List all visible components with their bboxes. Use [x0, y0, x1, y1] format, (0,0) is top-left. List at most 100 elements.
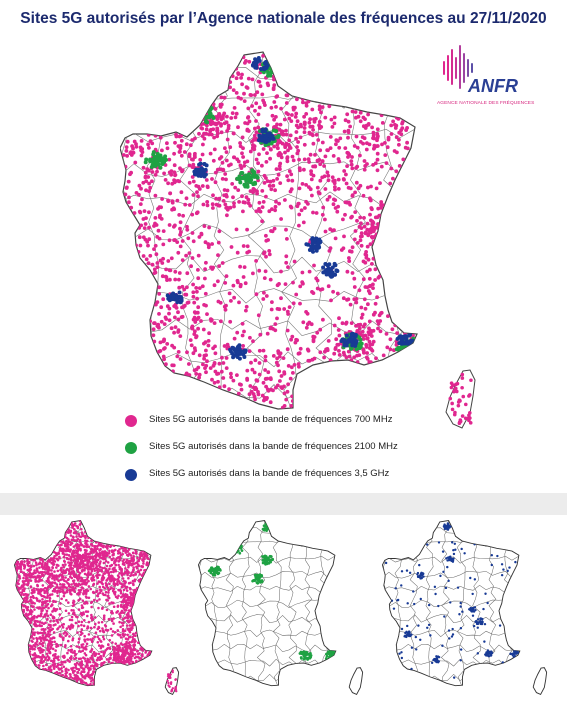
site-dot: [275, 142, 280, 147]
site-dot: [47, 606, 50, 610]
site-dot: [143, 237, 148, 242]
site-dot: [87, 585, 91, 588]
site-dot: [105, 598, 108, 602]
site-dot: [354, 180, 359, 185]
site-dot: [368, 212, 372, 217]
site-dot: [248, 335, 252, 340]
site-dot: [346, 135, 350, 140]
site-dot: [71, 551, 75, 555]
site-dot: [201, 202, 206, 207]
page-title: Sites 5G autorisés par l’Agence national…: [20, 10, 547, 27]
site-dot: [69, 543, 72, 547]
site-dot: [350, 109, 355, 114]
site-dot: [69, 575, 72, 579]
site-dot: [500, 563, 504, 566]
site-dot: [194, 286, 199, 290]
site-dot: [368, 242, 373, 247]
site-dot: [185, 271, 190, 276]
site-dot: [81, 568, 85, 572]
site-dot: [323, 154, 328, 159]
site-dot: [83, 619, 86, 622]
site-dot: [388, 347, 393, 352]
site-dot: [58, 625, 62, 628]
site-dot: [241, 146, 245, 151]
site-dot: [121, 552, 124, 556]
site-dot: [41, 567, 45, 570]
site-dot: [32, 564, 36, 568]
legend-label-700mhz: Sites 5G autorisés dans la bande de fréq…: [149, 414, 393, 425]
site-dot: [353, 210, 358, 215]
site-dot: [305, 311, 310, 316]
site-dot: [331, 289, 335, 294]
site-dot: [354, 166, 358, 170]
main-france-map: [120, 51, 476, 429]
site-dot: [62, 632, 65, 635]
site-dot: [291, 158, 296, 163]
site-dot: [199, 126, 204, 130]
site-dot: [85, 596, 88, 599]
site-dot: [246, 201, 251, 206]
site-dot: [123, 649, 126, 653]
site-dot: [345, 269, 350, 274]
site-dot: [68, 588, 71, 592]
site-dot: [79, 576, 83, 580]
site-dot: [368, 346, 372, 351]
site-dot: [92, 598, 96, 602]
site-dot: [80, 527, 83, 531]
site-dot: [217, 229, 222, 234]
site-dot: [72, 589, 76, 592]
site-dot: [108, 647, 112, 650]
site-dot: [260, 129, 265, 134]
site-dot: [285, 174, 289, 179]
site-dot: [105, 564, 109, 568]
site-dot: [213, 351, 218, 356]
site-dot: [107, 643, 110, 647]
site-dot: [238, 180, 243, 185]
site-dot: [325, 654, 329, 658]
site-dot: [207, 225, 211, 230]
site-dot: [172, 151, 176, 156]
site-dot: [203, 291, 208, 296]
site-dot: [33, 631, 37, 634]
site-dot: [191, 282, 195, 287]
site-dot: [222, 95, 227, 100]
site-dot: [105, 567, 108, 571]
site-dot: [137, 192, 141, 197]
site-dot: [165, 141, 169, 146]
site-dot: [82, 670, 85, 673]
site-dot: [347, 354, 352, 359]
site-dot: [300, 182, 305, 186]
site-dot: [373, 301, 378, 306]
site-dot: [77, 624, 80, 628]
site-dot: [90, 569, 94, 573]
site-dot: [366, 122, 371, 127]
site-dot: [145, 167, 150, 172]
site-dot: [156, 162, 161, 167]
site-dot: [100, 552, 104, 555]
site-dot: [147, 146, 151, 150]
site-dot: [335, 209, 340, 214]
site-dot: [447, 579, 450, 583]
site-dot: [272, 144, 276, 149]
site-dot: [102, 614, 106, 617]
site-dot: [324, 347, 328, 352]
site-dot: [261, 98, 265, 103]
site-dot: [216, 371, 221, 376]
site-dot: [69, 534, 73, 537]
site-dot: [223, 281, 228, 285]
site-markers: [384, 522, 520, 679]
site-dot: [33, 622, 37, 625]
site-dot: [87, 666, 91, 670]
site-dot: [75, 674, 79, 678]
site-dot: [237, 343, 242, 348]
site-dot: [312, 237, 317, 242]
site-dot: [131, 626, 134, 630]
site-dot: [318, 148, 323, 153]
site-dot: [316, 238, 321, 243]
site-dot: [90, 654, 94, 658]
site-dot: [130, 656, 133, 660]
site-dot: [277, 201, 281, 206]
site-dot: [279, 269, 283, 274]
site-dot: [61, 626, 65, 629]
site-dot: [314, 211, 319, 215]
